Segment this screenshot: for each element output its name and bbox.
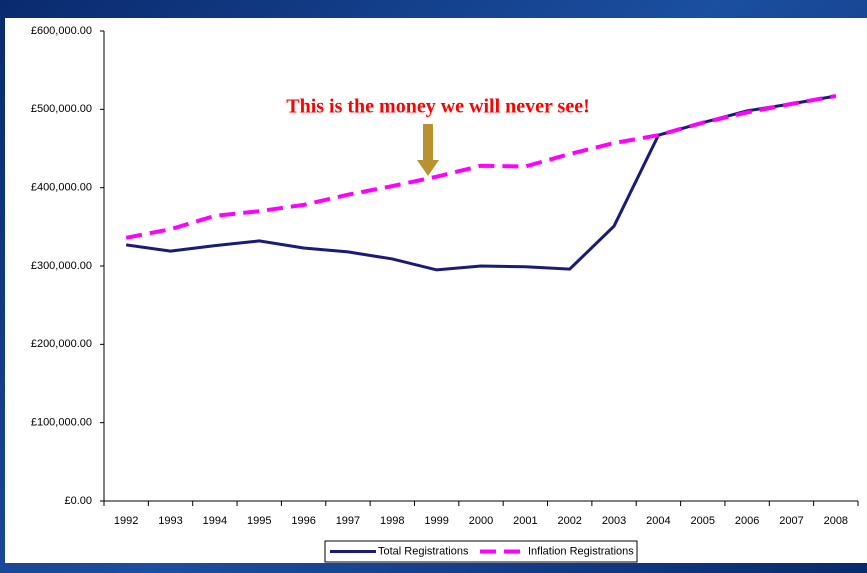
y-tick-label: £100,000.00 <box>31 417 92 429</box>
legend-label: Total Registrations <box>378 545 469 557</box>
series-line <box>125 94 837 240</box>
x-tick-label: 1996 <box>291 515 315 527</box>
x-tick-label: 2001 <box>513 515 537 527</box>
chart-area <box>5 18 867 563</box>
x-tick-label: 2003 <box>602 515 626 527</box>
x-tick-label: 1998 <box>380 515 404 527</box>
x-tick-label: 2007 <box>779 515 803 527</box>
x-tick-label: 2008 <box>824 515 848 527</box>
x-tick-label: 1995 <box>247 515 271 527</box>
y-tick-label: £200,000.00 <box>31 338 92 350</box>
y-tick-label: £300,000.00 <box>31 260 92 272</box>
x-tick-label: 1994 <box>203 515 227 527</box>
x-tick-label: 1992 <box>114 515 138 527</box>
x-tick-label: 1997 <box>336 515 360 527</box>
y-tick-label: £0.00 <box>64 495 92 507</box>
annotation-arrow <box>417 124 439 176</box>
legend-label: Inflation Registrations <box>528 545 634 557</box>
x-tick-label: 1999 <box>424 515 448 527</box>
annotation: This is the money we will never see! <box>286 96 590 118</box>
y-tick-label: £400,000.00 <box>31 182 92 194</box>
y-tick-label: £600,000.00 <box>31 25 92 37</box>
x-tick-label: 2005 <box>691 515 715 527</box>
x-tick-label: 2002 <box>557 515 581 527</box>
x-tick-label: 2000 <box>469 515 493 527</box>
x-tick-label: 2006 <box>735 515 759 527</box>
x-tick-label: 2004 <box>646 515 670 527</box>
x-tick-label: 1993 <box>158 515 182 527</box>
y-tick-label: £500,000.00 <box>31 103 92 115</box>
